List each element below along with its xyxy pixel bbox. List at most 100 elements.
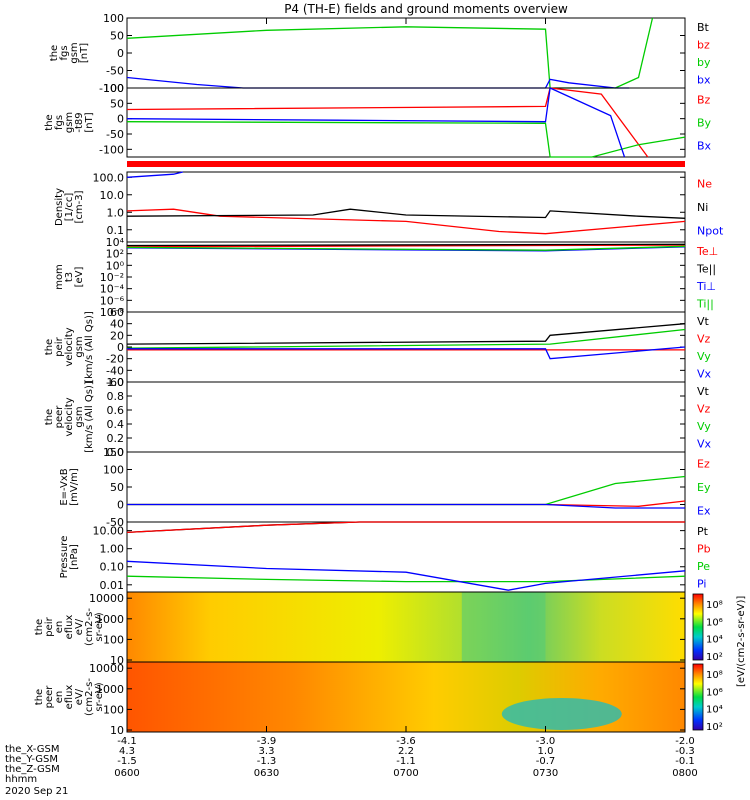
legend-ez: Ez: [697, 458, 710, 471]
y-axis-label: peer: [54, 405, 65, 429]
y-tick-label: 10⁻⁴: [100, 283, 125, 296]
panel-6: 1.00.80.60.40.20.0 the peer velocity gsm [km/…: [44, 376, 712, 459]
y-axis-label: the: [44, 409, 55, 425]
y-axis-label: eV/: [74, 688, 85, 705]
panel-1: 100 50 0 -50 -100 the fgs gsm [nT] Bt bz by bx: [49, 12, 711, 95]
panel-frame: [126, 87, 686, 158]
y-tick-label: -60: [106, 376, 124, 389]
x-gsm-value: -4.1: [117, 736, 137, 747]
y-axis-label: the: [49, 45, 60, 61]
y-tick-label: 10²: [106, 248, 124, 261]
y-axis-label: t3: [64, 272, 75, 282]
y-axis-label: (cm2-s-: [84, 608, 95, 646]
colorbar-tick-label: 10⁶: [706, 617, 723, 628]
y-tick-label: 10000: [89, 592, 124, 605]
y-gsm-value: 3.3: [259, 746, 275, 757]
legend-bz: bz: [697, 38, 710, 51]
panel-2: 100 50 0 -50 -100 the fgs gsm -t89 [nT] Bz By Bx: [44, 82, 712, 158]
colorbar-tick-label: 10⁴: [706, 705, 723, 716]
y-tick-label: 0: [117, 341, 124, 354]
z-gsm-value: -0.1: [675, 756, 695, 767]
y-tick-label: 10⁻⁸: [100, 306, 125, 319]
y-axis-label: [km/s (All Qs)]: [84, 381, 95, 453]
colorbar: [692, 663, 704, 731]
time-tick-label: 0730: [533, 768, 558, 779]
y-axis-label: [mV/m]: [69, 468, 80, 506]
colorbar-tick-label: 10⁸: [706, 670, 723, 681]
y-axis-label: [eV]: [74, 267, 85, 288]
legend-pt: Pt: [697, 525, 709, 538]
series-line-pi: [126, 560, 686, 591]
time-tick-label: 0600: [114, 768, 139, 779]
z-gsm-value: -1.1: [396, 756, 416, 767]
y-tick-label: 10⁻⁶: [100, 294, 125, 307]
time-axis-row-label: hhmm: [5, 774, 37, 785]
panel-8: 10.00 1.00 0.10 0.01 Pressure [nPa] Pt Pb Pe Pi: [59, 521, 711, 593]
panel-frame: [126, 171, 686, 243]
colorbar-tick-label: 10⁸: [706, 600, 723, 611]
y-gsm-value: 2.2: [398, 746, 414, 757]
y-axis-label: [km/s (All Qs)]: [84, 311, 95, 383]
figure-title: P4 (TH-E) fields and ground moments over…: [284, 2, 568, 16]
legend-ne: Ne: [697, 178, 712, 191]
legend-by: By: [697, 117, 712, 130]
separator-band: [127, 161, 685, 167]
heatmap-low-flux-region: [461, 592, 546, 662]
panel-frame: [126, 381, 686, 453]
legend-ti: Ti||: [696, 297, 714, 310]
y-tick-label: 100: [103, 464, 124, 477]
y-gsm-value: 4.3: [119, 746, 135, 757]
z-gsm-value: -1.5: [117, 756, 137, 767]
y-tick-label: 20: [110, 329, 124, 342]
y-axis-label: velocity: [64, 397, 75, 436]
colorbar-tick-label: 10⁶: [706, 687, 723, 698]
y-axis-label: gsm: [74, 406, 85, 427]
time-axis-row-label: 2020 Sep 21: [5, 786, 68, 797]
series-line-vy: [126, 328, 686, 349]
y-tick-label: -20: [106, 353, 124, 366]
legend-ex: Ex: [697, 504, 711, 517]
y-tick-label: 60: [110, 306, 124, 319]
y-axis-label: Density: [54, 188, 65, 226]
y-axis-label: [nT]: [79, 43, 90, 63]
y-axis-label: [nT]: [84, 112, 95, 132]
legend-npot: Npot: [697, 224, 724, 237]
y-tick-label: 0.2: [107, 432, 125, 445]
y-axis-label: sr-eV): [94, 612, 105, 641]
legend-vt: Vt: [697, 315, 710, 328]
legend-vz: Vz: [697, 332, 711, 345]
panel-10: 10⁸ 10⁶ 10⁴ 10² 10000 1000 100 10 the peer en eflux…: [34, 661, 723, 737]
series-line-bx: [126, 76, 630, 89]
y-tick-label: 10.00: [93, 525, 125, 538]
y-tick-label: 0.01: [100, 579, 125, 592]
time-axis-row-label: the_Z-GSM: [5, 764, 60, 775]
y-tick-label: -50: [106, 128, 124, 141]
y-axis-label: (cm2-s-: [84, 678, 95, 716]
heatmap-fill: [127, 592, 685, 662]
series-line-ey: [127, 475, 686, 506]
y-tick-label: 100.0: [93, 171, 125, 184]
x-gsm-value: -3.6: [396, 736, 416, 747]
y-axis-label: velocity: [64, 327, 75, 366]
y-tick-label: 1.0: [107, 206, 125, 219]
colorbar-tick-label: 10⁴: [706, 635, 723, 646]
panel-3: 100.0 10.0 1.0 0.1 Density [1/cc] [cm-3] Ne Ni Np…: [54, 171, 724, 243]
y-tick-label: 1000: [96, 613, 124, 626]
y-tick-label: 0.8: [107, 390, 125, 403]
z-gsm-value: -0.7: [536, 756, 556, 767]
legend-bz: Bz: [697, 94, 711, 107]
series-line-pb: [126, 521, 685, 534]
series-line-ez: [127, 500, 686, 507]
y-tick-label: 10⁻²: [100, 271, 124, 284]
time-tick-label: 0800: [672, 768, 697, 779]
y-tick-label: 50: [110, 481, 124, 494]
series-line-ex: [127, 503, 685, 509]
y-tick-label: 10⁰: [106, 259, 125, 272]
y-axis-label: [cm-3]: [74, 190, 85, 223]
time-axis-row-label: the_Y-GSM: [5, 754, 58, 765]
y-axis-label: eflux: [64, 685, 75, 710]
